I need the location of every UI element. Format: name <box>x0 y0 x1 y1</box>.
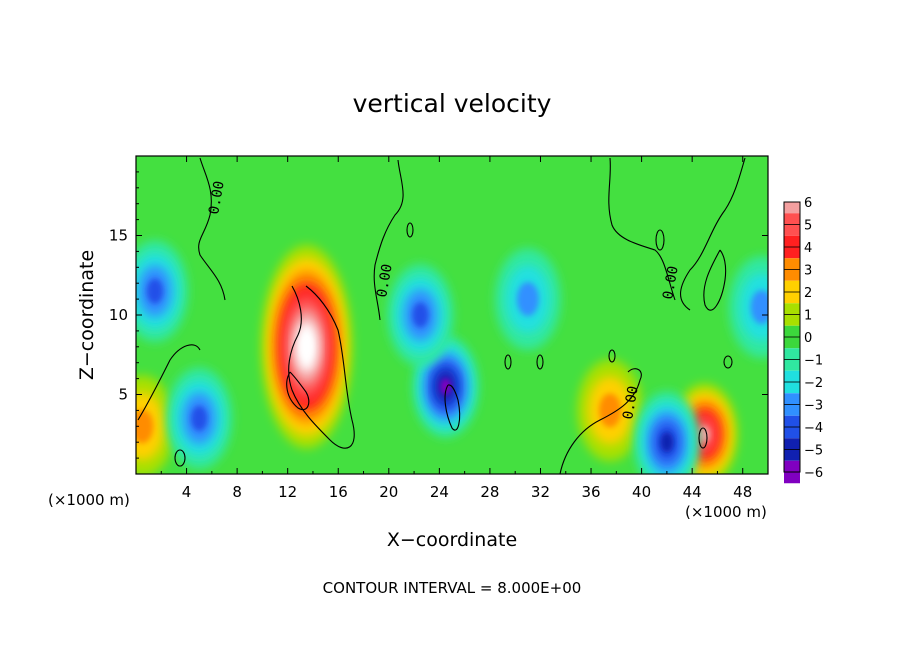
downdraft-band <box>412 302 429 328</box>
contour-middle <box>373 159 404 321</box>
x-tick-label: 20 <box>379 483 398 501</box>
contour-small-6 <box>698 427 708 449</box>
contour-right-c <box>703 249 727 311</box>
contour-downdraft-core <box>444 384 461 431</box>
contour-right-b <box>680 157 746 311</box>
x-tick-label: 16 <box>329 483 348 501</box>
contour-small-1 <box>406 222 414 238</box>
colorbar-label: 0 <box>804 331 812 346</box>
colorbar-label: 3 <box>804 264 812 279</box>
contour-zero-left <box>198 157 226 301</box>
contour-updraft-outer <box>288 285 355 449</box>
contour-lines <box>137 157 746 474</box>
x-tick-label: 44 <box>683 483 702 501</box>
x-tick-label: 4 <box>182 483 192 501</box>
contour-right-a <box>608 157 676 301</box>
contour-small-3 <box>536 354 544 370</box>
colorbar-label: 2 <box>804 286 812 301</box>
chart-title: vertical velocity <box>353 89 552 118</box>
x-tick-label: 24 <box>430 483 449 501</box>
colorbar-label: 5 <box>804 219 812 234</box>
colorbar-label: −5 <box>804 444 823 459</box>
updraft-band <box>599 393 621 428</box>
colorbar-swatch <box>784 202 800 214</box>
y-axis: 5 10 15 <box>109 171 768 459</box>
downdraft-band <box>440 378 452 396</box>
contour-label: 0.00 <box>660 265 682 301</box>
contour-labels: 0.00 0.00 0.00 0.00 <box>206 180 682 421</box>
velocity-field <box>136 240 768 474</box>
y-tick-label: 10 <box>109 306 128 324</box>
colorbar-label: −4 <box>804 421 823 436</box>
y-tick-label: 5 <box>118 386 128 404</box>
x-tick-label: 8 <box>232 483 242 501</box>
colorbar: 6 5 4 3 2 1 0 −1 −2 −3 −4 −5 −6 <box>783 196 823 484</box>
x-tick-label: 28 <box>480 483 499 501</box>
colorbar-label: 1 <box>804 309 812 324</box>
colorbar-label: −1 <box>804 354 823 369</box>
contour-low-right <box>559 368 642 474</box>
colorbar-label: 6 <box>804 196 812 211</box>
contour-interval-note: CONTOUR INTERVAL = 8.000E+00 <box>323 579 582 597</box>
contour-label: 0.00 <box>206 180 228 216</box>
x-axis-label: X−coordinate <box>387 529 517 551</box>
x-tick-label: 48 <box>733 483 752 501</box>
contour-small-2 <box>504 354 512 370</box>
downdraft-band <box>516 282 539 317</box>
contour-small-7 <box>174 449 186 467</box>
colorbar-label: −3 <box>804 399 823 414</box>
downdraft-band <box>190 405 208 432</box>
downdraft-band <box>750 290 768 325</box>
x-tick-label: 12 <box>278 483 297 501</box>
x-unit-left: (×1000 m) <box>48 491 130 509</box>
downdraft-band <box>146 278 164 304</box>
y-axis-label: Z−coordinate <box>76 250 98 380</box>
downdraft-band <box>660 432 674 453</box>
colorbar-label: −2 <box>804 376 823 391</box>
colorbar-label: 4 <box>804 241 812 256</box>
x-tick-label: 40 <box>632 483 651 501</box>
x-tick-label: 32 <box>531 483 550 501</box>
plot-area <box>136 156 768 474</box>
updraft-band <box>300 334 313 360</box>
x-tick-label: 36 <box>581 483 600 501</box>
contour-updraft-inner <box>286 371 310 410</box>
contour-small-8 <box>723 355 733 369</box>
contour-label: 0.00 <box>374 263 396 299</box>
contour-left-low <box>137 344 201 421</box>
y-tick-label: 15 <box>109 227 128 245</box>
x-axis: 4 8 12 16 20 24 28 32 36 40 44 48 <box>160 156 752 501</box>
contour-small-5 <box>655 229 665 251</box>
updraft-band <box>136 409 154 444</box>
contour-label: 0.00 <box>620 385 642 421</box>
contour-small-4 <box>608 349 616 363</box>
x-unit-right: (×1000 m) <box>685 503 767 521</box>
colorbar-label: −6 <box>804 466 823 481</box>
